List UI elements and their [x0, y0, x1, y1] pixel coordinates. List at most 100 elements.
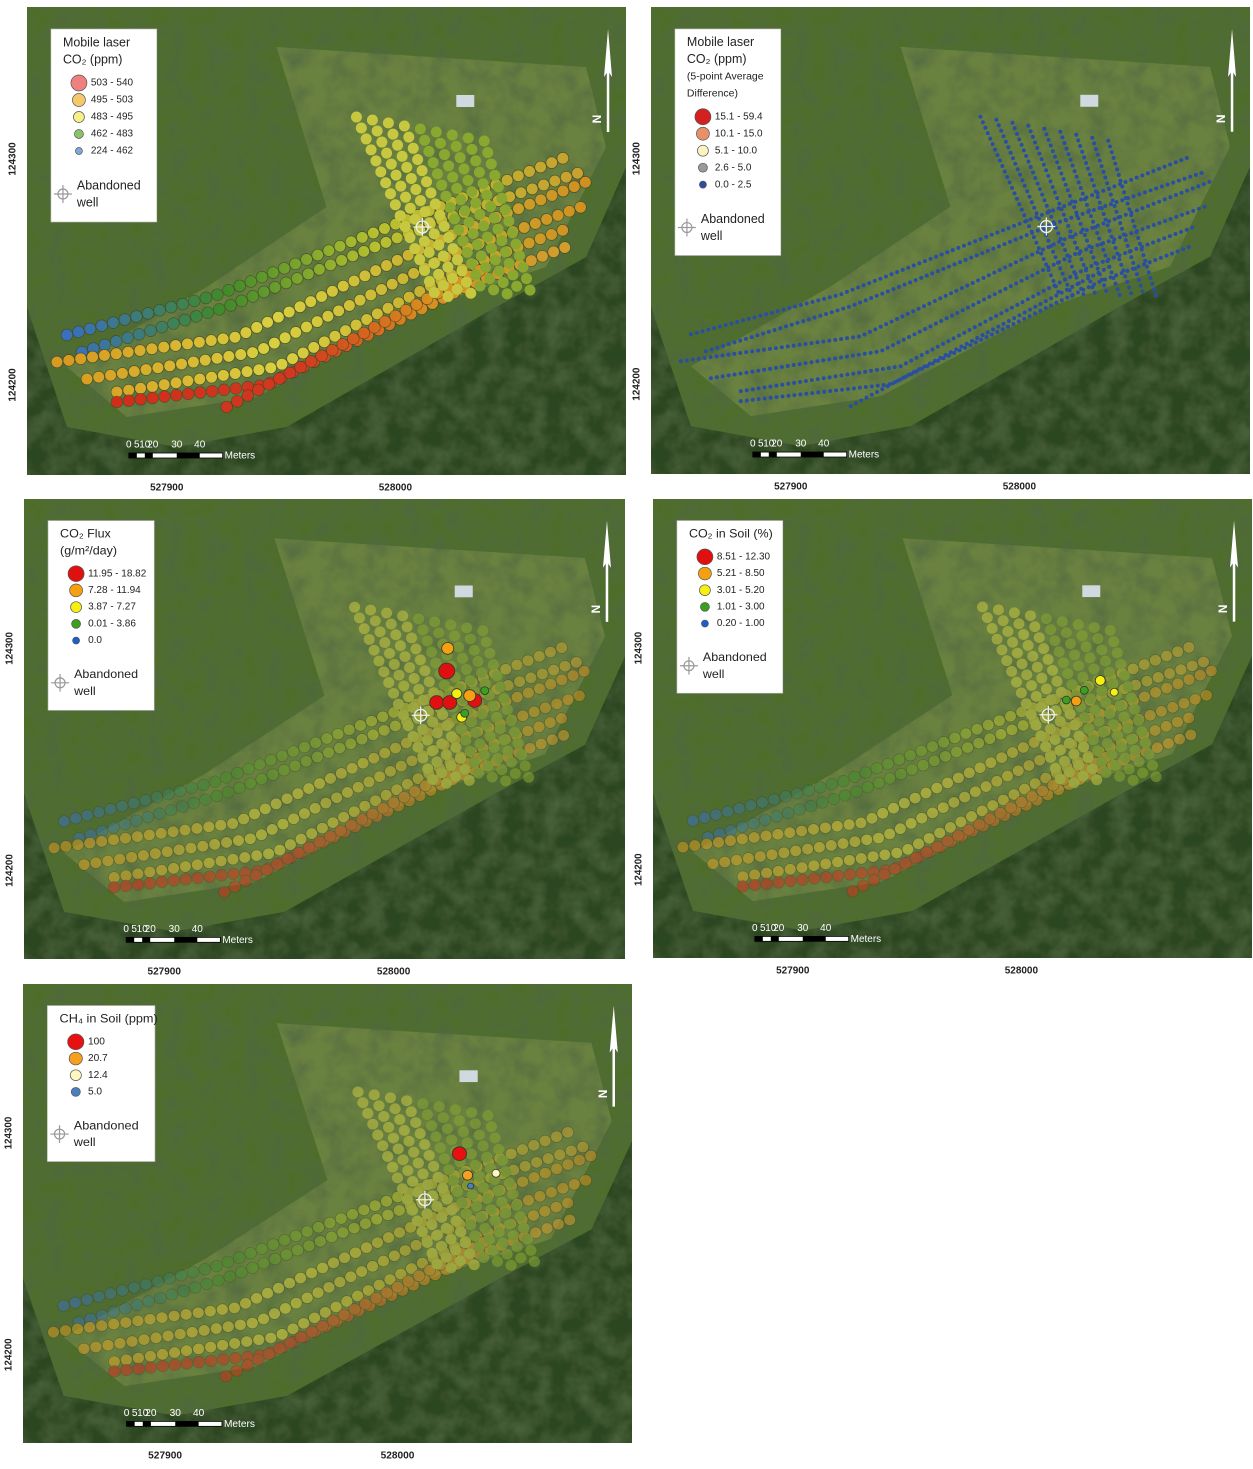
legend-marker	[69, 1052, 82, 1065]
legend-marker	[71, 602, 82, 613]
legend-well-label: well	[73, 1135, 96, 1149]
scale-bar	[803, 936, 826, 941]
building	[1082, 585, 1100, 597]
x-coordinate: 528000	[377, 966, 411, 977]
legend-well-label: well	[76, 195, 98, 209]
north-label: N	[1216, 605, 1230, 614]
measurement-point	[1062, 696, 1070, 704]
scale-label: 20	[771, 439, 783, 450]
y-coordinate: 124300	[634, 631, 645, 664]
scale-label: Meters	[851, 934, 882, 945]
y-coordinate: 124300	[632, 142, 643, 176]
scale-label: 0	[123, 924, 129, 935]
legend-marker	[699, 181, 706, 188]
map-panel: N0510203040Meters52790052800012430012420…	[5, 499, 625, 977]
legend-well-label: well	[700, 229, 722, 243]
legend-label: 5.0	[88, 1087, 103, 1098]
x-coordinate: 528000	[381, 1450, 415, 1461]
legend-label: 12.4	[88, 1070, 108, 1081]
scale-label: Meters	[224, 1419, 255, 1430]
scale-label: 20	[773, 923, 785, 934]
scale-bar	[145, 453, 153, 458]
measurement-point	[462, 1170, 472, 1180]
map-panel: N0510203040Meters52790052800012430012420…	[632, 7, 1250, 493]
legend-label: 224 - 462	[91, 146, 134, 157]
legend-label: 11.95 - 18.82	[88, 568, 147, 579]
scale-bar	[755, 936, 763, 941]
legend-well-label: Abandoned	[74, 667, 138, 681]
north-label: N	[596, 1090, 610, 1099]
measurement-point	[468, 1183, 474, 1189]
x-coordinate: 527900	[774, 482, 808, 493]
building	[456, 95, 474, 107]
legend-marker	[696, 127, 709, 140]
scale-label: 0	[124, 1408, 130, 1419]
scale-label: 40	[192, 924, 204, 935]
building	[1080, 95, 1098, 107]
north-label: N	[590, 115, 604, 124]
scale-bar	[771, 936, 779, 941]
legend-label: 0.01 - 3.86	[88, 619, 136, 630]
measurement-point	[452, 689, 462, 699]
legend-marker	[71, 1087, 80, 1096]
measurement-point	[481, 687, 489, 695]
legend-label: 0.0	[88, 635, 102, 646]
x-coordinate: 528000	[1005, 965, 1039, 976]
legend-marker	[74, 130, 83, 139]
y-coordinate: 124200	[5, 854, 16, 887]
legend-marker	[72, 619, 81, 628]
scale-bar	[126, 937, 134, 942]
legend-well-label: Abandoned	[77, 178, 141, 192]
legend-marker	[72, 94, 85, 107]
scale-label: 30	[797, 923, 809, 934]
legend-well-label: Abandoned	[74, 1119, 139, 1133]
legend: CO₂ Flux(g/m²/day)11.95 - 18.827.28 - 11…	[48, 521, 154, 711]
scale-bar	[143, 1421, 151, 1426]
scale-label: 20	[147, 440, 159, 451]
scale-label: 20	[145, 924, 157, 935]
measurement-point	[492, 1169, 500, 1177]
y-coordinate: 124200	[8, 368, 19, 402]
legend-label: 0.20 - 1.00	[717, 618, 765, 629]
x-coordinate: 528000	[379, 483, 413, 494]
legend-marker	[698, 163, 707, 172]
legend-marker	[71, 75, 87, 91]
legend-marker	[75, 148, 82, 155]
scale-label: 40	[193, 1408, 205, 1419]
legend: Mobile laserCO₂ (ppm)(5-point AverageDif…	[675, 29, 781, 256]
y-coordinate: 124300	[3, 1116, 14, 1149]
legend-title: CO₂ (ppm)	[687, 52, 747, 66]
scale-bar	[175, 1421, 198, 1426]
scale-bar	[753, 452, 761, 457]
legend-label: 495 - 503	[91, 95, 134, 106]
legend-label: 483 - 495	[91, 112, 134, 123]
scale-bar	[126, 937, 220, 942]
legend-marker	[73, 637, 80, 644]
legend-marker	[68, 566, 84, 582]
legend-label: 2.6 - 5.0	[715, 162, 752, 173]
legend-label: 462 - 483	[91, 129, 134, 140]
scale-label: 30	[170, 1408, 182, 1419]
scale-bar	[129, 453, 223, 458]
legend-label: 5.1 - 10.0	[715, 145, 758, 156]
legend-marker	[700, 602, 709, 611]
scale-label: 40	[820, 923, 832, 934]
scale-bar	[127, 1421, 135, 1426]
scale-label: 30	[171, 440, 183, 451]
scale-bar	[769, 452, 777, 457]
scale-bar	[129, 453, 137, 458]
legend-label: 3.87 - 7.27	[88, 602, 136, 613]
scale-label: 0	[750, 439, 756, 450]
legend-label: 15.1 - 59.4	[715, 111, 763, 122]
y-coordinate: 124200	[632, 367, 643, 401]
scale-label: 30	[795, 439, 807, 450]
legend-title: Mobile laser	[687, 35, 754, 49]
legend-marker	[70, 584, 83, 597]
legend-marker	[697, 549, 713, 565]
legend-well-label: Abandoned	[703, 650, 767, 664]
legend-label: 1.01 - 3.00	[717, 602, 765, 613]
legend-label: 10.1 - 15.0	[715, 128, 763, 139]
scale-label: 0	[752, 923, 758, 934]
